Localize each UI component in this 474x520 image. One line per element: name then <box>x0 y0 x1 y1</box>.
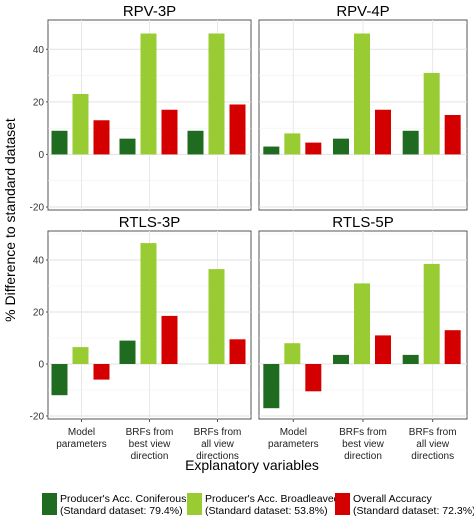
x-tick-label: Model parameters <box>56 427 107 450</box>
bar <box>140 243 157 364</box>
bar <box>333 138 349 155</box>
bar <box>229 339 246 364</box>
y-tick-label: -20 <box>30 412 45 423</box>
x-tick-label: BRFs from all view directions <box>409 427 457 462</box>
panel-2: RPV-4P <box>258 3 468 211</box>
legend-note: (Standard dataset: 53.8%) <box>205 505 328 517</box>
bar <box>72 93 89 155</box>
bar <box>354 33 370 155</box>
y-tick-label: 40 <box>33 45 45 56</box>
bar <box>229 104 246 155</box>
bar <box>375 109 391 155</box>
bar <box>51 130 68 155</box>
bar <box>284 343 301 364</box>
bar <box>423 263 440 364</box>
legend-label: Producer's Acc. Coniferous <box>60 493 186 505</box>
y-tick-label: 40 <box>33 256 45 267</box>
panel-3: RTLS-3P -20 0 20 40 Model parameters BRFs from b… <box>30 214 252 462</box>
bar <box>93 120 110 155</box>
legend: Producer's Acc. Coniferous(Standard data… <box>42 493 474 517</box>
bar <box>263 146 280 155</box>
x-tick-label: BRFs from best view direction <box>126 427 174 462</box>
bar <box>284 133 301 155</box>
bar <box>93 364 110 380</box>
panel-title: RPV-4P <box>336 3 389 20</box>
bar <box>140 33 157 155</box>
bar <box>161 315 178 364</box>
y-tick-label: 0 <box>38 150 44 161</box>
y-axis-title: % Difference to standard dataset <box>2 118 18 322</box>
bar <box>402 354 419 364</box>
bar <box>305 364 322 392</box>
bar <box>354 283 370 364</box>
bar <box>423 72 440 155</box>
panel-title: RTLS-3P <box>119 214 180 231</box>
panel-title: RPV-3P <box>123 3 176 20</box>
bar <box>208 269 225 364</box>
bar <box>51 364 68 396</box>
bar <box>263 364 280 409</box>
panel-title: RTLS-5P <box>332 214 393 231</box>
bar <box>444 115 461 155</box>
legend-swatch <box>187 493 202 515</box>
legend-note: (Standard dataset: 79.4%) <box>60 505 183 517</box>
x-axis-title: Explanatory variables <box>185 457 319 473</box>
panel-1: RPV-3P -20 0 20 40 <box>30 3 252 214</box>
legend-label: Producer's Acc. Broadleaved <box>205 493 340 505</box>
y-tick-label: -20 <box>30 203 45 214</box>
x-tick-label: BRFs from best view direction <box>339 427 387 462</box>
bar <box>119 340 136 364</box>
bar <box>161 109 178 155</box>
bar <box>187 130 204 155</box>
bar <box>305 142 322 155</box>
y-tick-label: 20 <box>33 97 45 108</box>
bar <box>333 354 349 364</box>
legend-label: Overall Accuracy <box>353 493 433 505</box>
y-tick-label: 0 <box>38 360 44 371</box>
legend-note: (Standard dataset: 72.3%) <box>353 505 474 517</box>
bar <box>402 130 419 155</box>
bar <box>375 335 391 364</box>
legend-swatch <box>42 493 57 515</box>
bar <box>444 330 461 364</box>
x-tick-label: BRFs from all view directions <box>194 427 242 462</box>
bar <box>119 138 136 155</box>
y-tick-label: 20 <box>33 308 45 319</box>
bar <box>72 347 89 364</box>
x-tick-label: Model parameters <box>268 427 319 450</box>
panel-4: RTLS-5P Model parameters BRFs from best view… <box>258 214 468 462</box>
bar <box>208 33 225 155</box>
legend-swatch <box>335 493 350 515</box>
